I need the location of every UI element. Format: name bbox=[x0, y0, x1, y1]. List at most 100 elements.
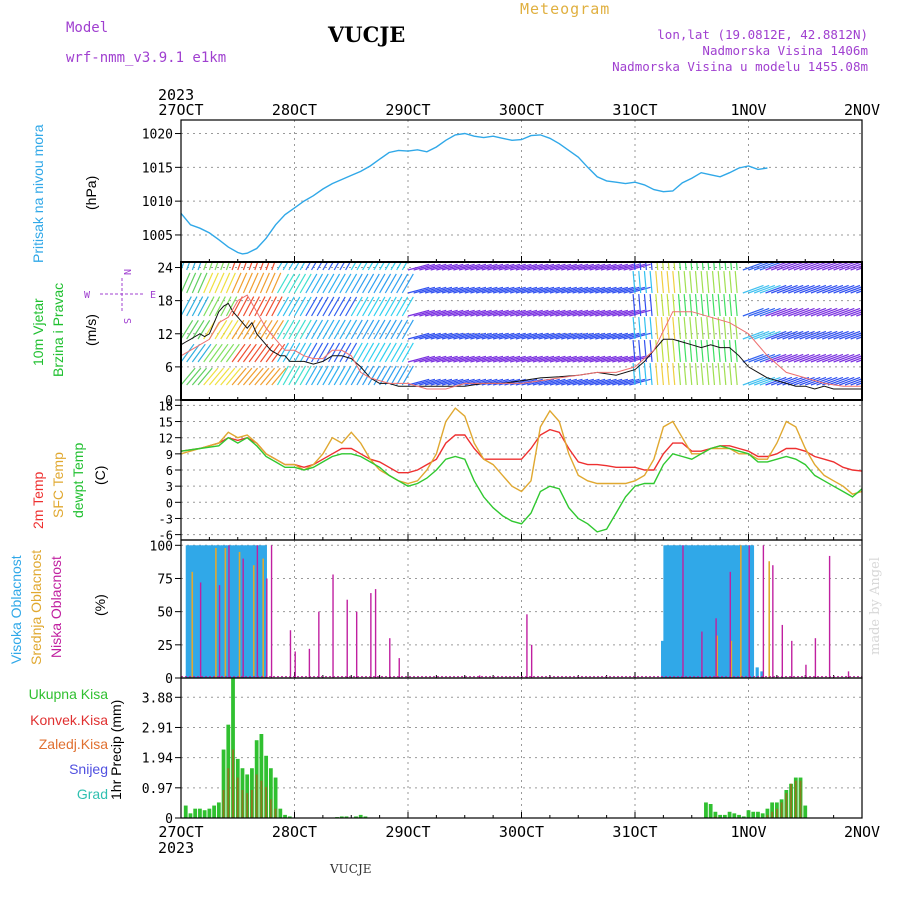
wind-arrow bbox=[208, 367, 224, 386]
wind-arrow bbox=[561, 355, 583, 363]
chart-subtitle: Meteogram bbox=[520, 0, 611, 18]
wind-arrow bbox=[538, 286, 560, 294]
wind-arrow bbox=[776, 376, 798, 386]
wind-arrow bbox=[191, 320, 205, 340]
wind-arrow bbox=[311, 273, 324, 294]
wind-arrow bbox=[419, 332, 441, 340]
wind-arrow bbox=[475, 286, 498, 294]
wind-arrow bbox=[595, 286, 617, 294]
mid-cloud-bar bbox=[238, 551, 241, 678]
low-cloud-bar bbox=[478, 675, 481, 678]
wind-arrow bbox=[856, 359, 862, 363]
wind-arrow bbox=[254, 320, 267, 340]
wind-arrow bbox=[191, 367, 207, 386]
compass-south: S bbox=[121, 318, 132, 324]
wind-arrow bbox=[816, 330, 838, 340]
wind-arrow bbox=[666, 363, 670, 386]
wind-arrow bbox=[810, 353, 832, 363]
high-cloud-bar bbox=[256, 545, 260, 678]
total-precip-bar bbox=[727, 811, 732, 818]
wind-arrow bbox=[827, 284, 849, 294]
wind-arrow bbox=[413, 332, 436, 340]
total-precip-bar bbox=[207, 808, 212, 818]
wind-arrow bbox=[322, 262, 329, 271]
high-cloud-bar bbox=[247, 545, 251, 678]
wind-arrow bbox=[566, 378, 589, 386]
series-line-dewpt-temp bbox=[180, 436, 863, 533]
wind-arrow bbox=[742, 353, 764, 363]
wind-arrow bbox=[717, 317, 721, 340]
high-cloud-bar bbox=[221, 545, 225, 678]
wind-arrow bbox=[700, 294, 704, 317]
wind-arrow bbox=[706, 294, 710, 317]
high-cloud-bar bbox=[244, 545, 249, 678]
low-cloud-bar bbox=[370, 593, 372, 678]
ytick-label: 75 bbox=[157, 572, 173, 587]
wind-arrow bbox=[527, 332, 549, 340]
wind-arrow bbox=[396, 296, 409, 317]
wind-arrow bbox=[390, 319, 403, 340]
wind-arrow bbox=[424, 378, 447, 386]
wind-arrow bbox=[362, 319, 375, 340]
wind-arrow bbox=[225, 320, 239, 340]
wind-arrow bbox=[447, 355, 470, 363]
wind-arrow bbox=[844, 378, 862, 386]
low-cloud-bar bbox=[228, 545, 230, 678]
convective-precip-bar bbox=[227, 768, 230, 818]
high-cloud-bar bbox=[207, 545, 211, 678]
low-cloud-bar bbox=[729, 571, 731, 678]
high-cloud-bar bbox=[249, 545, 253, 678]
wind-arrow bbox=[600, 286, 623, 294]
wind-arrow bbox=[799, 262, 821, 271]
wind-arrow bbox=[700, 317, 704, 340]
high-cloud-bar bbox=[755, 667, 759, 678]
low-cloud-bar bbox=[218, 585, 221, 678]
top-date-label: 1NOV bbox=[730, 101, 766, 119]
wind-arrow bbox=[606, 309, 629, 317]
wind-arrow bbox=[305, 262, 312, 271]
wind-arrow bbox=[254, 367, 270, 386]
bottom-date-label: 31OCT bbox=[612, 823, 657, 841]
wind-arrow bbox=[214, 272, 225, 294]
wind-arrow bbox=[345, 296, 358, 317]
wind-arrow bbox=[487, 378, 509, 386]
elevation-label: Nadmorska Visina 1406m bbox=[702, 43, 868, 58]
wind-arrow bbox=[856, 267, 862, 271]
wind-arrow bbox=[288, 296, 301, 317]
wind-arrow bbox=[816, 284, 838, 294]
wind-arrow bbox=[735, 262, 738, 271]
model-label: Model bbox=[66, 20, 109, 36]
wind-arrow bbox=[197, 262, 202, 271]
top-date-label: 2NOV bbox=[844, 101, 880, 119]
wind-arrow bbox=[589, 332, 612, 340]
wind-arrow bbox=[566, 332, 589, 340]
wind-arrow bbox=[742, 307, 764, 317]
total-precip-bar bbox=[183, 805, 188, 818]
wind-arrow bbox=[538, 355, 560, 363]
wind-arrow bbox=[214, 296, 226, 317]
wind-arrow bbox=[639, 262, 642, 271]
high-cloud-bar bbox=[701, 545, 705, 678]
wind-arrow bbox=[572, 355, 594, 363]
wind-arrow bbox=[225, 262, 230, 271]
wind-arrow bbox=[498, 286, 521, 294]
wind-arrow bbox=[776, 262, 798, 271]
wind-arrow bbox=[723, 317, 727, 340]
wind-arrow bbox=[191, 343, 206, 363]
wind-arrow bbox=[850, 265, 862, 271]
wind-arrow bbox=[728, 363, 733, 386]
total-precip-bar bbox=[722, 814, 727, 818]
wind-arrow bbox=[649, 317, 653, 340]
wind-arrow bbox=[782, 262, 804, 271]
wind-arrow bbox=[694, 317, 699, 340]
wind-arrow bbox=[844, 309, 862, 317]
wind-arrow bbox=[453, 355, 475, 363]
wind-arrow bbox=[509, 332, 532, 340]
high-cloud-bar bbox=[696, 545, 700, 678]
wind-arrow bbox=[311, 296, 324, 317]
low-cloud-bar bbox=[199, 582, 202, 678]
wind-arrow bbox=[447, 378, 470, 386]
wind-arrow bbox=[242, 367, 259, 386]
wind-arrow bbox=[305, 342, 318, 363]
wind-arrow bbox=[662, 262, 664, 271]
